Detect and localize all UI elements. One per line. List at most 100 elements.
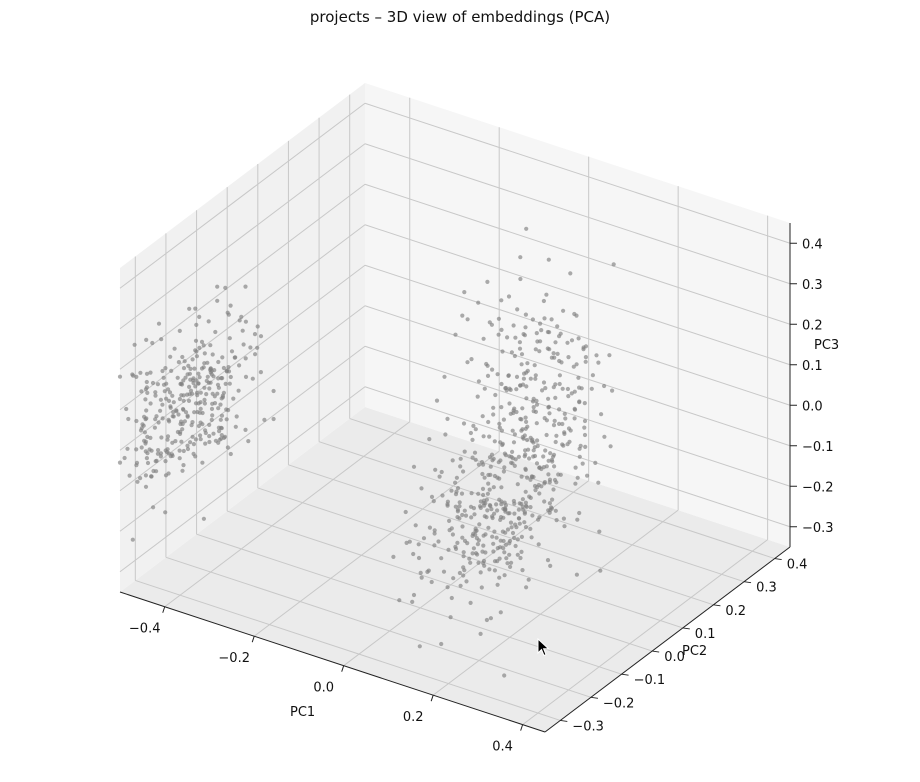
data-point [443, 432, 448, 437]
data-point [519, 428, 524, 433]
data-point [499, 485, 504, 490]
data-point [487, 487, 492, 492]
data-point [234, 414, 239, 419]
data-point [164, 396, 169, 401]
data-point [175, 429, 180, 435]
data-point [546, 404, 552, 409]
data-point [482, 386, 487, 391]
y-tick-mark [774, 558, 782, 561]
data-point [549, 506, 555, 511]
data-point [539, 484, 544, 489]
data-point [216, 440, 221, 445]
data-point [582, 425, 587, 430]
data-point [499, 381, 504, 387]
data-point [495, 475, 500, 480]
x-tick-label: 0.2 [403, 710, 424, 725]
data-point [134, 463, 139, 468]
data-point [565, 340, 570, 345]
data-point [463, 513, 469, 518]
data-point [479, 585, 484, 590]
data-point [471, 546, 476, 551]
data-point [179, 393, 184, 398]
data-point [502, 451, 507, 456]
data-point [221, 390, 226, 395]
data-point [216, 359, 221, 365]
data-point [211, 374, 216, 379]
data-point [531, 440, 536, 445]
data-point [411, 464, 417, 469]
data-point [510, 428, 515, 433]
data-point [181, 398, 186, 403]
data-point [528, 477, 533, 482]
data-point [512, 432, 518, 437]
data-point [543, 448, 548, 453]
y-axis-label: PC2 [682, 644, 707, 659]
data-point [186, 363, 191, 368]
data-point [139, 445, 144, 450]
data-point [416, 555, 422, 561]
data-point [480, 414, 485, 419]
grid-line-z-left [119, 345, 366, 532]
data-point [497, 497, 502, 502]
data-point [544, 418, 550, 423]
data-point [236, 388, 241, 393]
data-point [523, 415, 528, 420]
data-point [573, 465, 578, 470]
data-point [159, 435, 164, 440]
data-point [160, 368, 165, 374]
grid-line-z-left [119, 102, 366, 289]
data-point [246, 439, 251, 444]
data-point [223, 285, 228, 290]
x-axis-label: PC1 [290, 705, 315, 720]
y-axis-line [544, 546, 791, 733]
y-tick-mark [743, 581, 752, 584]
data-point [431, 499, 436, 504]
data-point [202, 351, 207, 356]
data-point [258, 334, 264, 339]
data-point [472, 450, 478, 455]
data-point [517, 516, 522, 521]
data-point [425, 569, 430, 575]
data-point [589, 386, 594, 391]
data-point [501, 515, 506, 520]
data-point [499, 502, 504, 507]
data-point [156, 420, 161, 425]
data-point [566, 426, 572, 431]
data-point [212, 394, 217, 399]
data-point [189, 391, 195, 396]
data-point [514, 387, 519, 392]
data-point [202, 385, 207, 390]
grid-line-y-floor [165, 556, 592, 698]
data-point [539, 328, 544, 333]
data-point [515, 482, 520, 487]
data-point [208, 367, 213, 373]
y-tick-mark [713, 604, 721, 607]
data-point [471, 506, 476, 511]
data-point [226, 312, 231, 317]
data-point [594, 353, 599, 358]
data-point [497, 421, 502, 426]
data-point [476, 560, 481, 565]
data-point [196, 423, 201, 429]
data-point [206, 380, 211, 385]
axis-lines [119, 223, 797, 733]
data-point [575, 517, 580, 522]
data-point [476, 300, 481, 305]
data-point [572, 389, 577, 394]
data-point [449, 488, 454, 493]
data-point [572, 311, 577, 317]
data-point [455, 540, 460, 546]
data-point [492, 529, 497, 534]
data-point [532, 363, 537, 368]
data-point [475, 542, 480, 547]
grid-line-z-back [364, 305, 791, 447]
data-point [563, 416, 568, 421]
data-point [492, 559, 498, 564]
data-point [163, 510, 168, 515]
data-point [523, 448, 528, 453]
data-point [165, 437, 170, 442]
data-point [557, 381, 562, 387]
data-point [582, 401, 587, 406]
data-point [177, 456, 182, 461]
data-point [553, 395, 558, 400]
